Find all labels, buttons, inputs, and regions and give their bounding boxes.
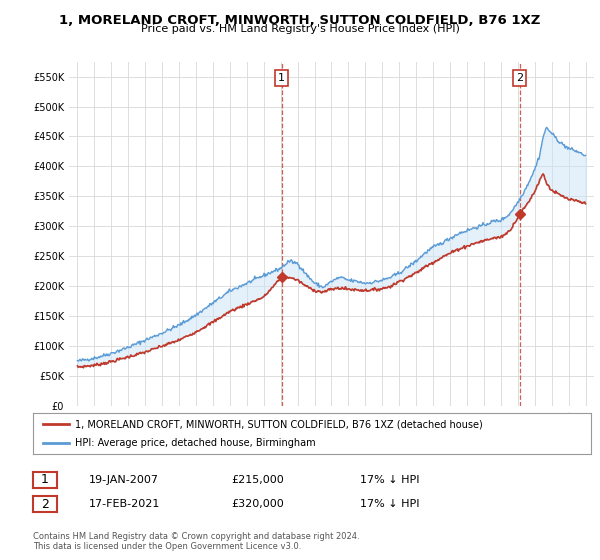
Text: £215,000: £215,000 — [231, 475, 284, 485]
Text: 1: 1 — [41, 473, 49, 487]
Text: 19-JAN-2007: 19-JAN-2007 — [89, 475, 159, 485]
Text: £320,000: £320,000 — [231, 499, 284, 509]
Text: Price paid vs. HM Land Registry's House Price Index (HPI): Price paid vs. HM Land Registry's House … — [140, 24, 460, 34]
Text: 17% ↓ HPI: 17% ↓ HPI — [360, 475, 419, 485]
Text: Contains HM Land Registry data © Crown copyright and database right 2024.
This d: Contains HM Land Registry data © Crown c… — [33, 532, 359, 552]
Text: 2: 2 — [41, 497, 49, 511]
Text: 1, MORELAND CROFT, MINWORTH, SUTTON COLDFIELD, B76 1XZ: 1, MORELAND CROFT, MINWORTH, SUTTON COLD… — [59, 14, 541, 27]
Text: 1, MORELAND CROFT, MINWORTH, SUTTON COLDFIELD, B76 1XZ (detached house): 1, MORELAND CROFT, MINWORTH, SUTTON COLD… — [75, 419, 482, 429]
Text: HPI: Average price, detached house, Birmingham: HPI: Average price, detached house, Birm… — [75, 438, 316, 447]
Text: 17% ↓ HPI: 17% ↓ HPI — [360, 499, 419, 509]
Text: 17-FEB-2021: 17-FEB-2021 — [89, 499, 160, 509]
Text: 2: 2 — [516, 73, 523, 83]
Text: 1: 1 — [278, 73, 285, 83]
